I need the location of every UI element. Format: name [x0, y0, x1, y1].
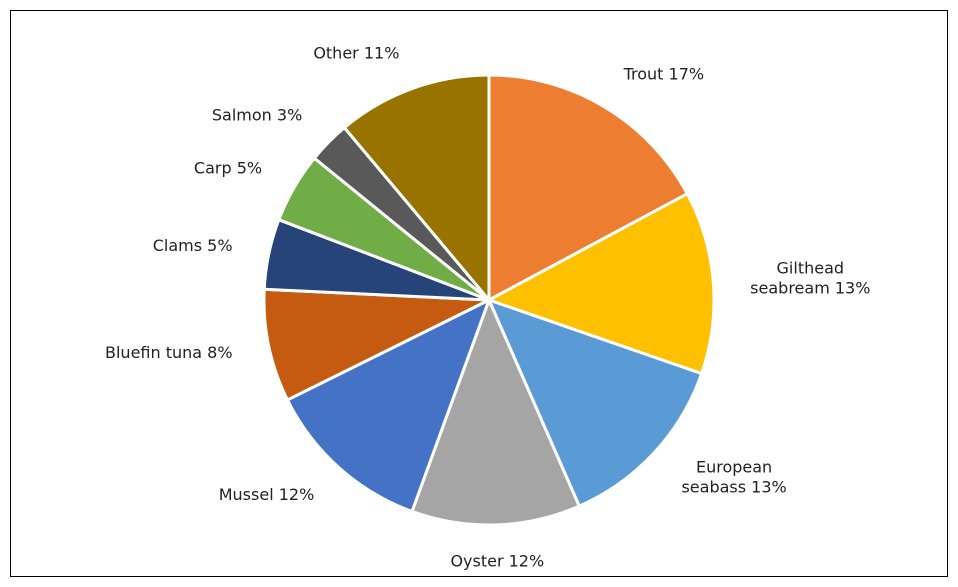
slice-label: Other 11% [313, 43, 399, 62]
slice-label-line: Bluefin tuna 8% [105, 343, 233, 362]
slice-label-line: Carp 5% [194, 159, 262, 178]
slice-label: Carp 5% [194, 159, 262, 178]
slice-label: Oyster 12% [450, 551, 544, 570]
pie-slice [486, 297, 704, 509]
slice-label-line: Salmon 3% [212, 106, 302, 125]
slice-label-line: Clams 5% [153, 236, 233, 255]
slice-label-line: Gilthead [777, 259, 845, 278]
slice-label-line: seabass 13% [681, 477, 786, 496]
pie-slice [262, 287, 495, 402]
slice-label: Clams 5% [153, 236, 233, 255]
slice-label-line: Other 11% [313, 43, 399, 62]
slice-label-line: Oyster 12% [450, 551, 544, 570]
slice-label-line: Mussel 12% [219, 485, 315, 504]
slice-label: Mussel 12% [219, 485, 315, 504]
slice-label-line: Trout 17% [623, 65, 705, 84]
slice-label: Trout 17% [623, 65, 705, 84]
slice-label: Salmon 3% [212, 106, 302, 125]
pie-slice [485, 191, 716, 376]
pie-slice [285, 296, 492, 514]
slice-label: Bluefin tuna 8% [105, 343, 233, 362]
pie-slice [487, 73, 690, 303]
slice-label-line: seabream 13% [750, 279, 870, 298]
pie-slice [410, 295, 582, 527]
slice-label-line: European [696, 457, 772, 476]
pie-slice [342, 73, 491, 305]
